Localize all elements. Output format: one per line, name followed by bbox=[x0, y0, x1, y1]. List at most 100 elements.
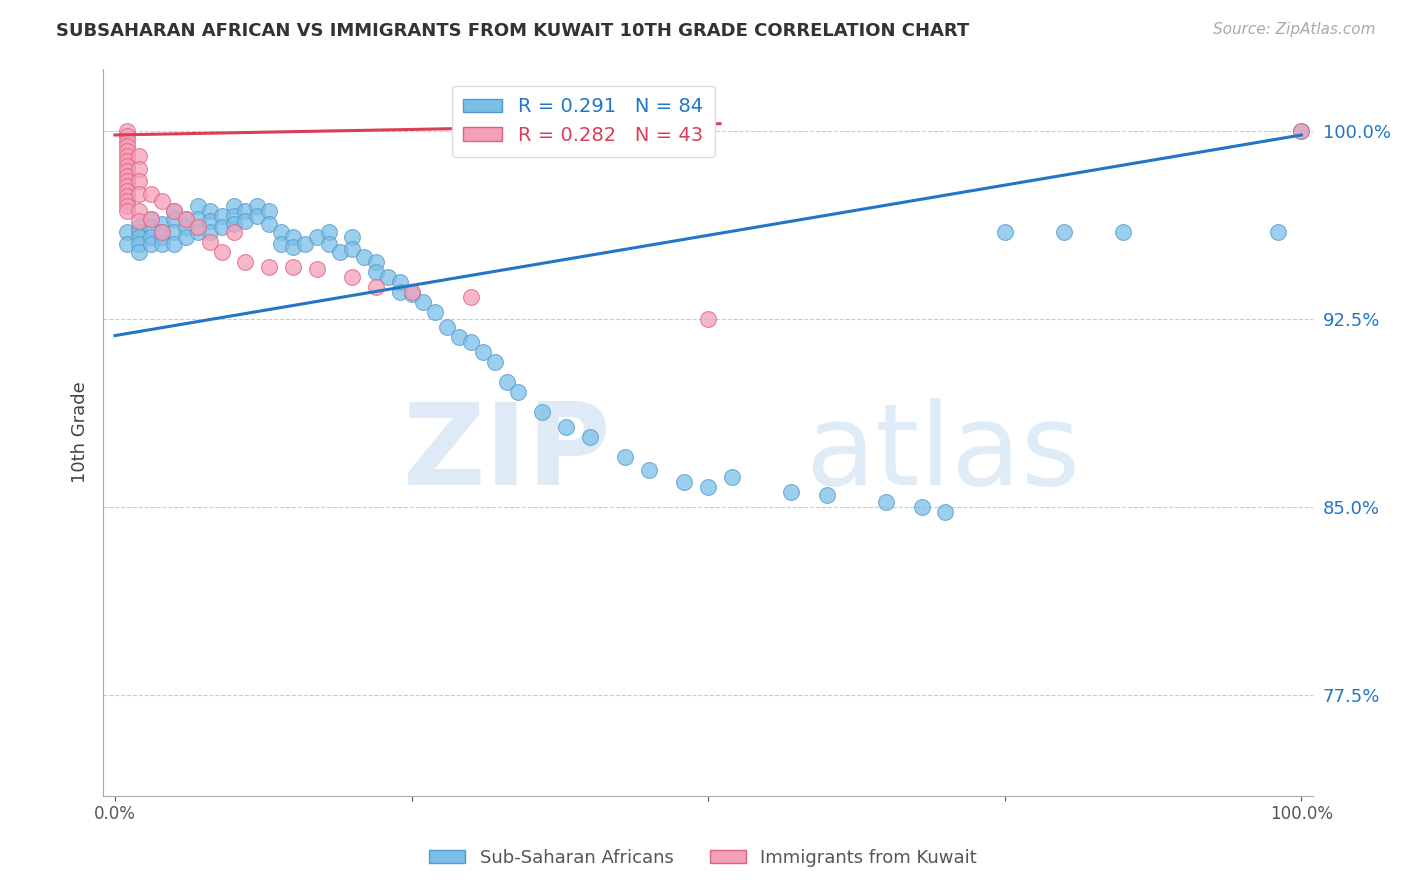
Point bbox=[1291, 124, 1313, 138]
Point bbox=[187, 199, 209, 213]
Point bbox=[174, 211, 197, 226]
Point bbox=[342, 269, 364, 284]
Point bbox=[318, 225, 340, 239]
Point bbox=[128, 225, 150, 239]
Point bbox=[115, 149, 138, 163]
Point bbox=[139, 229, 162, 244]
Point bbox=[222, 217, 245, 231]
Point bbox=[270, 237, 292, 252]
Point bbox=[115, 204, 138, 219]
Point bbox=[911, 500, 934, 515]
Point bbox=[697, 312, 720, 326]
Point bbox=[412, 294, 434, 309]
Point bbox=[460, 290, 482, 304]
Point bbox=[364, 279, 387, 293]
Point bbox=[614, 450, 637, 465]
Point bbox=[115, 174, 138, 188]
Point bbox=[139, 186, 162, 201]
Point bbox=[115, 185, 138, 199]
Text: Source: ZipAtlas.com: Source: ZipAtlas.com bbox=[1212, 22, 1375, 37]
Point bbox=[174, 229, 197, 244]
Point bbox=[222, 199, 245, 213]
Point bbox=[115, 139, 138, 153]
Point bbox=[342, 229, 364, 244]
Point bbox=[115, 225, 138, 239]
Point bbox=[128, 229, 150, 244]
Point bbox=[342, 242, 364, 256]
Point bbox=[152, 225, 174, 239]
Point bbox=[128, 161, 150, 176]
Point bbox=[152, 237, 174, 252]
Legend: Sub-Saharan Africans, Immigrants from Kuwait: Sub-Saharan Africans, Immigrants from Ku… bbox=[422, 842, 984, 874]
Point bbox=[115, 164, 138, 178]
Point bbox=[152, 225, 174, 239]
Point bbox=[554, 420, 576, 434]
Point bbox=[139, 237, 162, 252]
Point bbox=[875, 495, 897, 509]
Text: ZIP: ZIP bbox=[404, 399, 612, 509]
Point bbox=[222, 210, 245, 224]
Point bbox=[531, 405, 554, 419]
Point bbox=[484, 355, 506, 369]
Point bbox=[128, 214, 150, 228]
Point bbox=[305, 262, 328, 277]
Point bbox=[673, 475, 696, 490]
Point bbox=[115, 199, 138, 213]
Point bbox=[115, 179, 138, 194]
Point bbox=[128, 237, 150, 252]
Point bbox=[1053, 225, 1076, 239]
Point bbox=[115, 194, 138, 209]
Point bbox=[115, 124, 138, 138]
Point bbox=[1112, 225, 1135, 239]
Point bbox=[139, 211, 162, 226]
Point bbox=[329, 244, 352, 259]
Point bbox=[115, 134, 138, 148]
Point bbox=[353, 250, 375, 264]
Point bbox=[508, 384, 530, 399]
Point bbox=[211, 210, 233, 224]
Point bbox=[305, 229, 328, 244]
Point bbox=[460, 334, 482, 349]
Y-axis label: 10th Grade: 10th Grade bbox=[72, 381, 89, 483]
Point bbox=[187, 225, 209, 239]
Point bbox=[281, 239, 304, 253]
Point bbox=[187, 219, 209, 234]
Point bbox=[128, 219, 150, 234]
Point bbox=[198, 204, 221, 219]
Point bbox=[257, 217, 280, 231]
Point bbox=[163, 237, 186, 252]
Point bbox=[471, 344, 494, 359]
Point bbox=[401, 285, 423, 299]
Point bbox=[115, 169, 138, 184]
Point bbox=[436, 319, 458, 334]
Point bbox=[174, 211, 197, 226]
Point bbox=[222, 225, 245, 239]
Point bbox=[246, 210, 269, 224]
Text: SUBSAHARAN AFRICAN VS IMMIGRANTS FROM KUWAIT 10TH GRADE CORRELATION CHART: SUBSAHARAN AFRICAN VS IMMIGRANTS FROM KU… bbox=[56, 22, 970, 40]
Point bbox=[128, 174, 150, 188]
Point bbox=[211, 219, 233, 234]
Point bbox=[257, 204, 280, 219]
Point bbox=[495, 375, 517, 389]
Point bbox=[174, 219, 197, 234]
Point bbox=[163, 204, 186, 219]
Point bbox=[115, 145, 138, 159]
Point bbox=[318, 237, 340, 252]
Point bbox=[1267, 225, 1289, 239]
Point bbox=[152, 217, 174, 231]
Point bbox=[163, 225, 186, 239]
Point bbox=[152, 229, 174, 244]
Point bbox=[115, 189, 138, 203]
Point bbox=[198, 235, 221, 249]
Point bbox=[246, 199, 269, 213]
Point bbox=[235, 204, 257, 219]
Point bbox=[139, 219, 162, 234]
Point bbox=[257, 260, 280, 274]
Point bbox=[281, 260, 304, 274]
Point bbox=[235, 214, 257, 228]
Point bbox=[163, 204, 186, 219]
Point bbox=[425, 305, 447, 319]
Point bbox=[128, 204, 150, 219]
Point bbox=[994, 225, 1017, 239]
Point bbox=[721, 470, 744, 484]
